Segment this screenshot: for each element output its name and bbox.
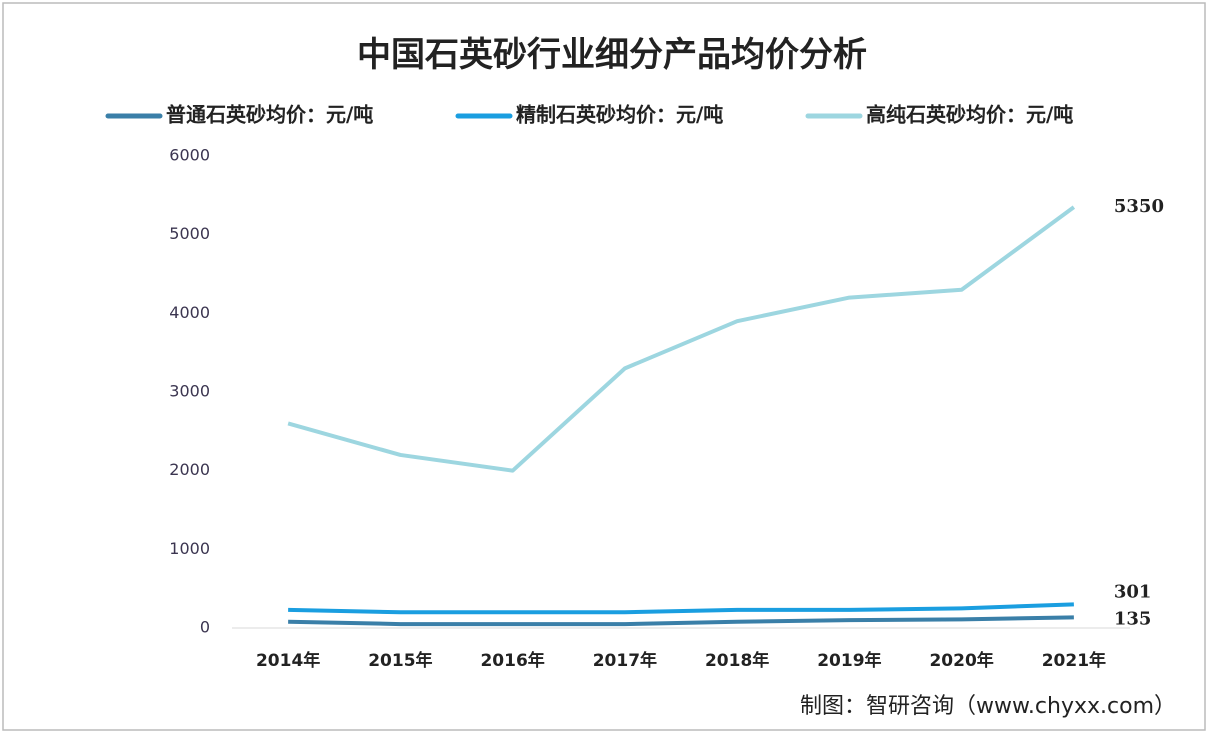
legend-label: 普通石英砂均价：元/吨	[166, 103, 373, 127]
x-tick-label: 2016年	[480, 650, 544, 671]
data-label: 135	[1114, 608, 1152, 629]
data-label: 301	[1114, 581, 1152, 602]
x-tick-label: 2015年	[368, 650, 432, 671]
source: 制图：智研咨询（www.chyxx.com）	[800, 694, 1176, 719]
y-tick-label: 3000	[169, 382, 210, 401]
y-tick-label: 5000	[169, 224, 210, 243]
x-tick-label: 2018年	[705, 650, 769, 671]
x-tick-label: 2014年	[256, 650, 320, 671]
y-tick-label: 6000	[169, 146, 210, 165]
data-label: 5350	[1114, 196, 1164, 217]
x-tick-label: 2019年	[817, 650, 881, 671]
legend-label: 高纯石英砂均价：元/吨	[866, 103, 1073, 127]
legend-label: 精制石英砂均价：元/吨	[516, 103, 723, 127]
y-tick-label: 0	[200, 618, 210, 637]
x-tick-label: 2021年	[1042, 650, 1106, 671]
x-tick-label: 2020年	[929, 650, 993, 671]
chart-title: 中国石英砂行业细分产品均价分析	[357, 35, 867, 75]
series-line	[288, 615, 1074, 627]
y-tick-label: 4000	[169, 303, 210, 322]
y-tick-label: 2000	[169, 460, 210, 479]
y-tick-label: 1000	[169, 539, 210, 558]
x-tick-label: 2017年	[593, 650, 657, 671]
series-line	[287, 205, 1076, 473]
series-line	[288, 602, 1074, 615]
